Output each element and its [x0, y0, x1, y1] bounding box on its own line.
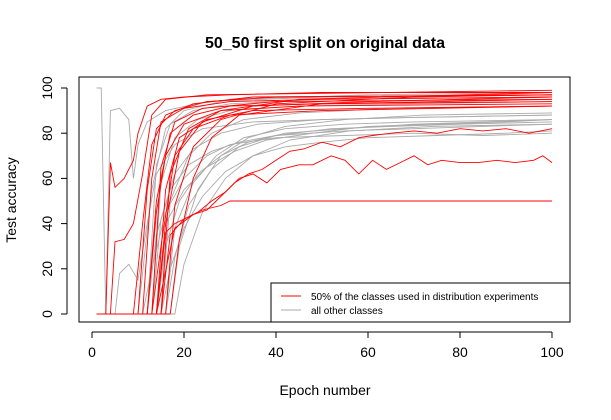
y-tick-label: 80	[39, 125, 55, 141]
legend-label-other: all other classes	[311, 306, 383, 317]
y-tick-label: 60	[39, 170, 55, 186]
series-line	[96, 89, 553, 315]
series-line	[96, 94, 553, 315]
series-line	[96, 123, 553, 315]
y-tick-label: 40	[39, 216, 55, 232]
x-tick-label: 60	[360, 344, 376, 360]
series-line	[96, 98, 553, 315]
x-axis: 0 20 40 60 80 100	[88, 331, 564, 360]
x-tick-label: 20	[176, 344, 192, 360]
series-line	[96, 200, 552, 315]
y-tick-label: 0	[39, 310, 55, 318]
series-line	[96, 128, 553, 315]
chart-title: 50_50 first split on original data	[205, 35, 445, 52]
x-tick-label: 40	[268, 344, 284, 360]
series-line	[96, 123, 553, 315]
legend-box	[270, 282, 571, 323]
x-tick-label: 80	[452, 344, 468, 360]
legend: 50% of the classes used in distribution …	[270, 282, 571, 323]
series-line	[96, 94, 553, 315]
x-axis-label: Epoch number	[279, 382, 370, 398]
x-tick-label: 100	[540, 344, 564, 360]
legend-label-highlighted: 50% of the classes used in distribution …	[311, 292, 538, 303]
y-tick-label: 20	[39, 261, 55, 277]
y-tick-label: 100	[39, 76, 55, 100]
y-axis: 0 20 40 60 80 100	[39, 76, 68, 318]
series-line	[96, 119, 553, 315]
series-line	[96, 96, 553, 315]
series-line	[96, 121, 553, 315]
series-line	[96, 103, 553, 315]
x-tick-label: 0	[88, 344, 96, 360]
series-line	[96, 105, 553, 315]
series-layer	[96, 87, 553, 315]
series-line	[96, 94, 553, 315]
series-line	[96, 119, 553, 315]
y-axis-label: Test accuracy	[3, 157, 19, 243]
series-line	[96, 155, 553, 315]
series-line	[96, 105, 553, 315]
